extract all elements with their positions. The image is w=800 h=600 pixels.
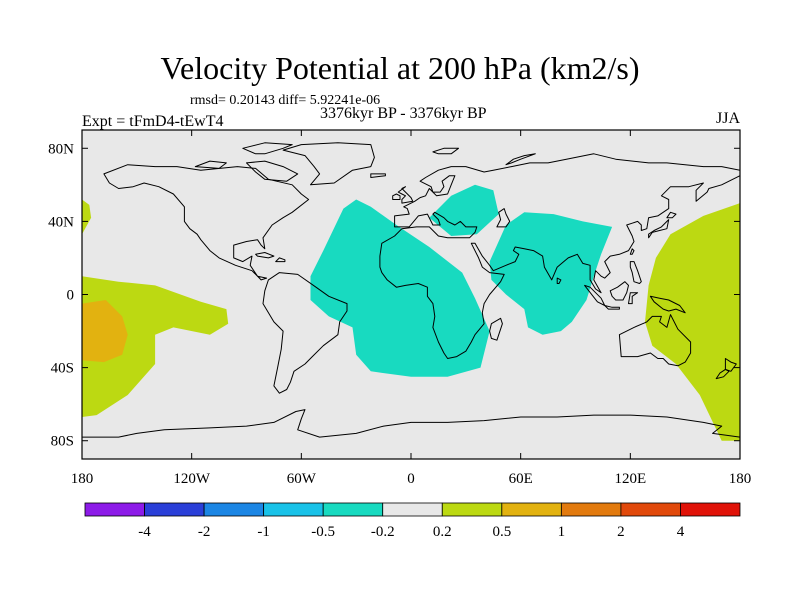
season-label: JJA	[715, 110, 740, 127]
coastline-caspian-sea	[496, 208, 511, 228]
y-tick-label: 80N	[48, 141, 74, 157]
positive-region-east-pacific	[82, 276, 229, 417]
period-label: 3376kyr BP - 3376kyr BP	[320, 105, 487, 122]
positive-region-core	[82, 300, 128, 363]
axis-ticks: 180 120W 60W 0 60E 120E 180 80N 40N 0 40S 80S	[48, 130, 751, 487]
coastline-new-guinea	[649, 295, 686, 314]
coastline-africa-eurasia	[379, 153, 740, 359]
coastline-sumatra	[584, 284, 606, 306]
colorbar-label: 4	[677, 524, 685, 540]
x-tick-label: 180	[71, 471, 94, 487]
colorbar-label: 0.2	[433, 524, 452, 540]
coastline-borneo	[609, 281, 629, 301]
coastline-new-zealand	[724, 358, 737, 372]
chart-title: Velocity Potential at 200 hPa (km2/s)	[160, 50, 640, 86]
experiment-label: Expt = tFmD4-tEwT4	[82, 113, 224, 130]
colorbar-label: -0.2	[371, 524, 395, 540]
colorbar-swatch	[203, 502, 265, 517]
coastline-cuba	[255, 252, 275, 259]
colorbar-swatch	[620, 502, 681, 517]
x-tick-label: 120W	[173, 471, 211, 487]
x-tick-label: 0	[407, 471, 415, 487]
colorbar-swatch	[144, 502, 205, 517]
coastline-antarctica	[82, 409, 740, 438]
colorbar-label: -1	[257, 524, 270, 540]
colorbar: -4 -2 -1 -0.5 -0.2 0.2 0.5 1 2 4	[84, 502, 741, 540]
coastline-sulawesi	[628, 292, 639, 305]
x-tick-label: 180	[729, 471, 752, 487]
colorbar-swatch	[382, 502, 443, 517]
coastline-svalbard	[432, 147, 459, 155]
coastline-java	[604, 305, 620, 310]
y-tick-label: 80S	[51, 434, 74, 450]
coastline-british-isles	[397, 186, 414, 204]
x-tick-label: 60E	[509, 471, 533, 487]
positive-region-north-pacific	[82, 199, 92, 235]
x-tick-label: 60W	[287, 471, 317, 487]
coastline-greenland	[282, 142, 375, 186]
colorbar-label: -4	[138, 524, 151, 540]
negative-region-asia-indian-ocean	[489, 212, 613, 335]
coastline-baffin-island	[246, 160, 299, 182]
coastline-iceland	[370, 173, 386, 178]
colorbar-swatch	[84, 502, 145, 517]
colorbar-swatch	[263, 502, 324, 517]
coastline-australia	[618, 314, 692, 367]
colorbar-swatch	[441, 502, 503, 517]
chart-subtitle: rmsd= 0.20143 diff= 5.92241e-06	[190, 93, 381, 108]
colorbar-label: -2	[198, 524, 211, 540]
positive-region-west-pacific	[645, 203, 740, 441]
coastline-ellesmere-island	[242, 142, 293, 155]
colorbar-swatch	[322, 502, 384, 517]
x-tick-label: 120E	[614, 471, 646, 487]
colorbar-label: 1	[558, 524, 566, 540]
coastline-taiwan	[629, 248, 635, 255]
coastline-philippines	[629, 261, 642, 284]
y-tick-label: 40S	[51, 361, 74, 377]
colorbar-swatch	[501, 502, 562, 517]
coastline-japan	[648, 219, 670, 239]
colorbar-swatch	[680, 502, 741, 517]
y-tick-label: 0	[67, 288, 75, 304]
coastline-south-america	[262, 272, 348, 394]
coastline-hispaniola	[275, 257, 286, 263]
colorbar-label: -0.5	[311, 524, 335, 540]
coastline-novaya-zemlya	[505, 153, 536, 166]
negative-region-eastern-mediterranean	[429, 184, 499, 236]
coastline-sri-lanka	[556, 277, 562, 284]
coastlines	[82, 142, 740, 438]
colorbar-label: 0.5	[492, 524, 511, 540]
coastline-victoria-island	[194, 160, 227, 169]
coastline-madagascar	[489, 317, 503, 341]
y-tick-label: 40N	[48, 214, 74, 230]
colorbar-label: 2	[617, 524, 625, 540]
coastline-japan-north	[666, 211, 677, 219]
coastline-new-zealand-south	[715, 368, 730, 380]
negative-region-africa-atlantic	[310, 199, 490, 377]
coastline-ireland	[392, 193, 401, 200]
contour-regions	[82, 184, 740, 441]
colorbar-swatch	[560, 502, 622, 517]
